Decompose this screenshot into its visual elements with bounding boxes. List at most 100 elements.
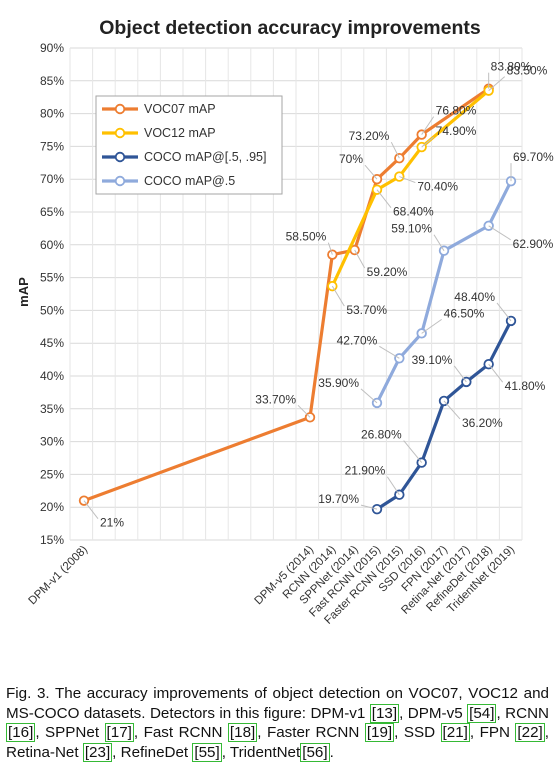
citation-link[interactable]: [17]: [104, 723, 134, 742]
citation-link[interactable]: [16]: [6, 723, 36, 742]
accuracy-chart: Object detection accuracy improvements m…: [16, 17, 554, 627]
data-label: 26.80%: [361, 428, 402, 442]
data-label: 59.10%: [391, 222, 432, 236]
data-point: [327, 249, 338, 260]
label-leader: [421, 318, 442, 334]
figure-caption: Fig. 3. The accuracy improvements of obj…: [6, 685, 550, 762]
data-point: [394, 353, 405, 364]
data-label: 62.90%: [513, 237, 554, 251]
legend-entry: COCO mAP@[.5, .95]: [144, 150, 266, 164]
data-label: 76.80%: [436, 104, 477, 118]
data-label: 36.20%: [462, 416, 503, 430]
label-leader: [327, 242, 333, 255]
label-leader: [364, 164, 378, 180]
data-label: 42.70%: [337, 333, 378, 347]
citation-link[interactable]: [21]: [440, 723, 470, 742]
label-leader: [399, 176, 416, 184]
data-label: 39.10%: [412, 353, 453, 367]
data-label: 19.70%: [318, 492, 359, 506]
label-leader: [360, 388, 378, 404]
data-label: 59.20%: [367, 265, 408, 279]
y-tick-label: 65%: [40, 205, 64, 219]
label-leader: [83, 500, 99, 519]
label-leader: [488, 225, 511, 241]
data-point: [394, 153, 405, 164]
data-label: 83.50%: [507, 64, 548, 78]
label-leader: [488, 76, 505, 92]
data-point: [371, 503, 383, 515]
y-tick-label: 50%: [40, 303, 64, 317]
data-label: 70.40%: [417, 180, 458, 194]
data-label: 83.80%: [491, 60, 532, 74]
legend-marker: [114, 151, 126, 163]
label-leader: [421, 116, 435, 135]
citation-link[interactable]: [19]: [364, 723, 395, 742]
y-tick-label: 20%: [40, 500, 64, 514]
data-label: 73.20%: [349, 129, 390, 143]
label-leader: [386, 476, 400, 496]
y-tick-label: 30%: [40, 435, 64, 449]
data-point: [394, 489, 405, 500]
data-label: 70%: [339, 152, 363, 166]
y-tick-label: 15%: [40, 533, 64, 547]
y-tick-label: 45%: [40, 336, 64, 350]
citation-link[interactable]: [55]: [192, 742, 222, 762]
label-leader: [403, 440, 423, 463]
label-leader: [488, 363, 504, 383]
label-leader: [331, 285, 345, 307]
data-label: 41.80%: [505, 379, 546, 393]
label-leader: [433, 234, 445, 251]
citation-link[interactable]: [56]: [300, 742, 330, 762]
legend-marker: [114, 175, 126, 187]
data-point: [461, 376, 472, 388]
label-leader: [354, 249, 366, 269]
legend-marker: [114, 103, 126, 115]
y-tick-label: 70%: [40, 172, 64, 186]
y-tick-label: 55%: [40, 271, 64, 285]
x-tick-labels: DPM-v1 (2008) DPM-v5 (2014)RCNN (2014)SPP…: [27, 544, 518, 627]
citation-link[interactable]: [54]: [467, 703, 497, 723]
y-tick-label: 60%: [40, 238, 64, 252]
legend-entry: VOC07 mAP: [144, 102, 216, 116]
y-tick-label: 25%: [40, 467, 64, 481]
y-axis-label: mAP: [16, 277, 31, 307]
data-label: 46.50%: [444, 306, 485, 320]
data-label: 69.70%: [513, 150, 554, 164]
y-tick-labels: 15% 20% 25% 30% 35% 40% 45% 50% 55% 60% 65% 70% 75% 8…: [40, 41, 64, 547]
label-leader: [360, 504, 378, 510]
legend-entry: VOC12 mAP: [144, 126, 216, 140]
citation-link[interactable]: [23]: [82, 742, 113, 762]
data-label: 33.70%: [255, 392, 296, 406]
data-label: 35.90%: [318, 376, 359, 390]
y-tick-label: 35%: [40, 402, 64, 416]
y-tick-label: 80%: [40, 107, 64, 121]
label-leader: [379, 345, 400, 359]
label-leader: [453, 365, 467, 383]
data-label: 21.90%: [345, 464, 386, 478]
legend-box: [95, 95, 283, 195]
label-leader: [390, 141, 400, 159]
citation-link[interactable]: [18]: [227, 723, 258, 742]
series-line: [375, 180, 513, 404]
label-leader: [297, 404, 311, 418]
series-line: [330, 89, 490, 287]
x-tick-label: DPM-v1 (2008): [27, 544, 91, 608]
legend: VOC07 mAP VOC12 mAP COCO mAP@[.5, .95] COCO…: [95, 95, 283, 195]
data-label: 74.90%: [436, 124, 477, 138]
data-label: 53.70%: [346, 303, 387, 317]
legend-entry: COCO mAP@.5: [144, 174, 235, 188]
y-tick-label: 85%: [40, 74, 64, 88]
citation-link[interactable]: [13]: [369, 703, 400, 723]
citation-link[interactable]: [22]: [515, 723, 545, 742]
data-labels: 21% 33.70% 58.50% 59.20% 70% 73.20% 76.80% 83.8…: [83, 60, 554, 530]
data-label: 21%: [100, 516, 124, 530]
label-leader: [421, 136, 434, 148]
label-leader: [496, 302, 512, 322]
y-tick-label: 40%: [40, 369, 64, 383]
data-label: 58.50%: [286, 230, 327, 244]
label-leader: [443, 400, 461, 420]
label-leader: [376, 189, 392, 209]
y-tick-label: 75%: [40, 139, 64, 153]
y-tick-label: 90%: [40, 41, 64, 55]
data-label: 48.40%: [454, 290, 495, 304]
